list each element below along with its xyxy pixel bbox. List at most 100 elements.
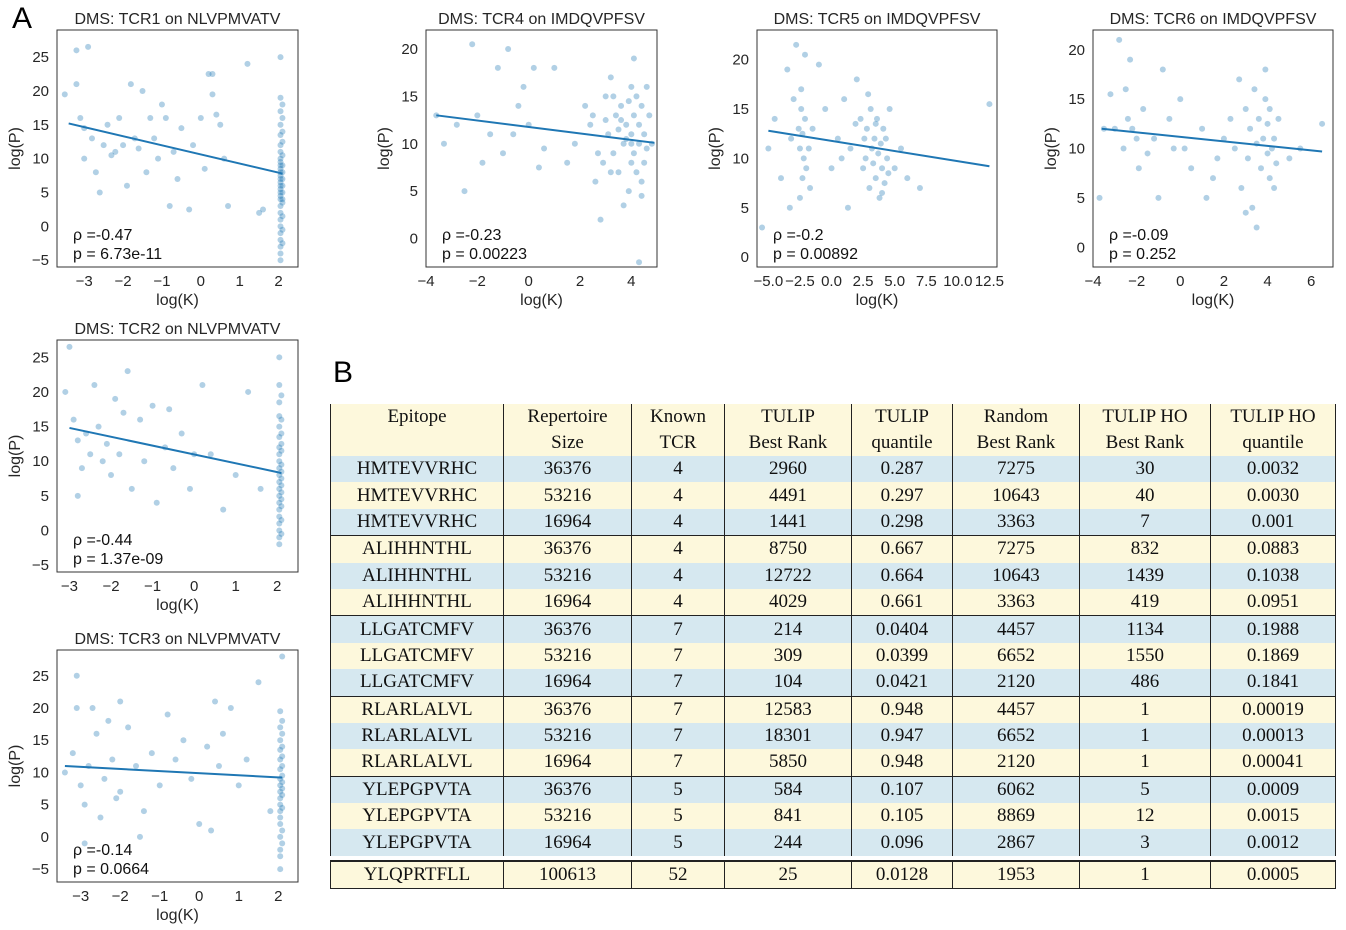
y-tick-label: 20 [32, 83, 49, 100]
data-point [1249, 204, 1256, 211]
data-point [1247, 125, 1254, 132]
data-point [1181, 145, 1188, 152]
data-point [232, 472, 239, 479]
data-point [1262, 66, 1269, 73]
table-cell: 5 [631, 775, 725, 804]
data-point [257, 485, 264, 492]
table-cell: 7 [631, 695, 725, 723]
data-point [1255, 115, 1262, 122]
y-tick-label: 20 [732, 52, 749, 69]
data-point [156, 782, 163, 789]
header-line-1: TULIP HO [1102, 406, 1188, 427]
x-tick-label: −5.0 [754, 273, 784, 290]
data-point [209, 71, 216, 78]
data-point [279, 827, 286, 834]
data-point [92, 169, 99, 176]
data-point [1144, 150, 1151, 157]
data-point [85, 43, 92, 50]
data-point [510, 131, 517, 138]
y-tick-label: −5 [32, 557, 49, 574]
data-point [277, 853, 284, 860]
data-point [277, 209, 284, 216]
data-point [278, 482, 285, 489]
data-point [623, 121, 630, 128]
data-point [875, 150, 882, 157]
data-point [871, 135, 878, 142]
data-point [1242, 209, 1249, 216]
data-point [633, 93, 640, 100]
data-point [279, 182, 286, 189]
data-point [1260, 135, 1267, 142]
y-tick-label: 0 [41, 522, 49, 539]
y-tick-label: 15 [401, 88, 418, 105]
y-tick-label: 5 [410, 183, 418, 200]
header-line-2: Best Rank [748, 432, 828, 453]
table-cell: 0.661 [851, 588, 953, 616]
table-cell: 6652 [952, 642, 1080, 670]
data-point [872, 175, 879, 182]
data-point [127, 81, 134, 88]
regression-line [64, 765, 283, 779]
data-point [172, 756, 179, 763]
data-point [276, 534, 283, 541]
header-tulip-quantile: TULIP quantile [851, 404, 953, 456]
rho-annotation: ρ =-0.09 [1109, 227, 1168, 244]
data-point [276, 354, 283, 361]
y-axis-label: log(P) [707, 127, 724, 170]
data-point [277, 746, 284, 753]
data-point [277, 175, 284, 182]
y-tick-label: 15 [32, 419, 49, 436]
y-axis-label: log(P) [7, 127, 24, 170]
table-cell: 12583 [724, 695, 852, 723]
data-point [196, 821, 203, 827]
x-tick-label: −2 [469, 273, 486, 290]
data-point [277, 846, 284, 853]
data-point [120, 142, 127, 149]
table-cell: 0.298 [851, 508, 953, 536]
table-cell: 0.096 [851, 829, 953, 856]
table-cell: 36376 [503, 615, 632, 643]
data-point [277, 159, 284, 166]
table-cell: 419 [1079, 588, 1211, 616]
data-point [277, 795, 284, 802]
table-cell: 16964 [503, 749, 632, 777]
table-row: RLARLALVL 53216 7 18301 0.947 6652 1 0.00013 [330, 722, 1336, 750]
regression-line [69, 426, 282, 474]
x-tick-label: 4 [1263, 273, 1271, 290]
table-cell: 4457 [952, 615, 1080, 643]
data-point [208, 827, 215, 834]
data-point [277, 108, 284, 115]
table-cell: 0.948 [851, 695, 953, 723]
data-point [1264, 150, 1271, 157]
x-tick-label: −3 [61, 578, 78, 595]
data-point [277, 782, 284, 789]
data-point [278, 530, 285, 537]
data-point [277, 203, 284, 210]
table-cell: 8869 [952, 803, 1080, 830]
table-cell: 2867 [952, 829, 1080, 856]
table-cell: 7275 [952, 535, 1080, 563]
data-point [277, 196, 284, 203]
table-cell: 1550 [1079, 642, 1211, 670]
table-cell: 0.0032 [1210, 456, 1336, 483]
data-point [1220, 135, 1227, 142]
y-tick-label: 10 [401, 136, 418, 153]
p-value-annotation: p = 0.252 [1109, 246, 1176, 263]
header-line-2: quantile [1242, 432, 1304, 453]
data-point [277, 94, 284, 101]
y-tick-label: 0 [410, 231, 418, 248]
data-point [628, 131, 635, 138]
table-cell: HMTEVVRHC [330, 456, 504, 483]
data-point [487, 131, 494, 138]
data-point [1319, 120, 1326, 127]
p-value-annotation: p = 0.00223 [442, 246, 527, 263]
x-tick-label: −3 [76, 273, 93, 290]
data-point [809, 125, 816, 132]
table-row: HMTEVVRHC 16964 4 1441 0.298 3363 7 0.001 [330, 508, 1336, 536]
x-tick-label: −2 [115, 273, 132, 290]
table-cell: 16964 [503, 829, 632, 856]
table-cell: 12 [1079, 803, 1211, 830]
header-line-2: quantile [871, 432, 933, 453]
data-point [841, 96, 848, 103]
